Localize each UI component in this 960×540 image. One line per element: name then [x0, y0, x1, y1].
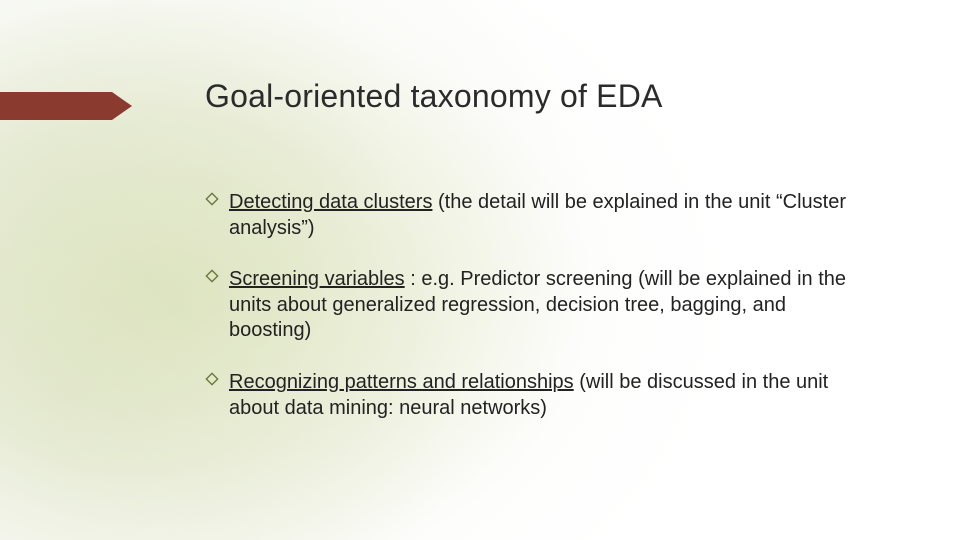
bullet-item: Recognizing patterns and relationships (…: [205, 370, 865, 421]
bullet-item: Detecting data clusters (the detail will…: [205, 190, 865, 241]
bullet-lead: Detecting data clusters: [229, 191, 432, 213]
accent-bar: [0, 92, 112, 120]
slide-body: Detecting data clusters (the detail will…: [205, 190, 865, 447]
bullet-item: Screening variables : e.g. Predictor scr…: [205, 267, 865, 344]
slide: Goal-oriented taxonomy of EDA Detecting …: [0, 0, 960, 540]
diamond-bullet-icon: [205, 372, 219, 386]
diamond-bullet-icon: [205, 269, 219, 283]
title-accent: [0, 92, 132, 120]
bullet-lead: Recognizing patterns and relationships: [229, 371, 574, 393]
diamond-bullet-icon: [205, 192, 219, 206]
bullet-lead: Screening variables: [229, 268, 405, 290]
slide-title: Goal-oriented taxonomy of EDA: [205, 78, 663, 115]
accent-arrow-icon: [112, 92, 132, 120]
